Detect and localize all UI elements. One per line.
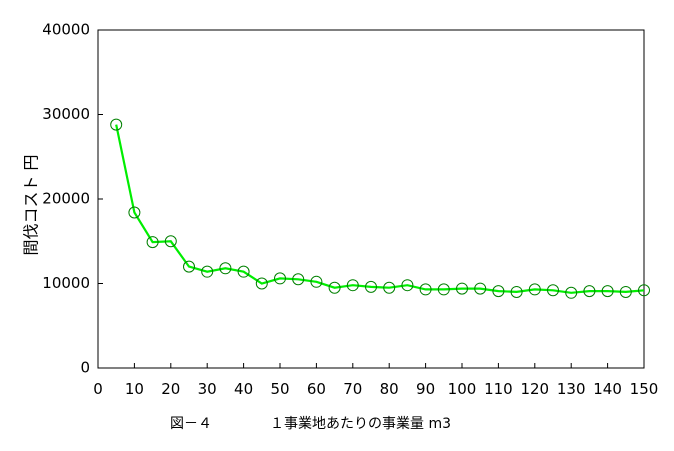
y-tick-label: 10000 [42,274,90,292]
data-point [547,284,559,297]
data-point [419,283,432,296]
data-point [601,285,614,298]
data-point [237,265,250,278]
data-point [638,284,650,297]
data-point [255,277,268,290]
data-point [583,285,596,298]
data-point [492,285,505,298]
x-tick-label: 100 [448,380,477,398]
data-point [328,281,341,294]
x-tick-label: 10 [125,380,144,398]
x-tick-label: 110 [484,380,513,398]
data-point [201,265,214,278]
y-tick-label: 0 [80,359,90,377]
data-point [110,118,123,131]
data-point [164,235,177,248]
data-point [401,279,414,292]
data-point [365,280,377,293]
y-tick-label: 30000 [42,105,90,123]
data-point [437,283,450,296]
data-point [310,275,323,288]
x-tick-label: 20 [161,380,180,398]
x-tick-label: 40 [234,380,253,398]
data-point [346,279,359,292]
data-point [565,286,578,299]
data-point [274,272,286,285]
x-tick-label: 0 [93,380,103,398]
plot-area [97,29,645,369]
data-point [146,236,159,249]
x-tick-label: 130 [557,380,586,398]
data-point [128,206,141,219]
data-point [619,285,632,298]
data-point [219,262,232,275]
figure-caption-number: 図－４ [170,416,212,432]
data-point [456,282,468,295]
data-point [383,281,396,294]
x-axis-ticks: 0 10 20 30 40 50 60 70 80 90 100 110 120 130 140 150 [93,363,658,398]
series-line [115,124,645,294]
x-tick-label: 120 [520,380,549,398]
x-tick-label: 70 [343,380,362,398]
x-tick-label: 140 [593,380,622,398]
series-group [110,118,650,299]
x-tick-label: 150 [630,380,659,398]
data-point [528,283,541,296]
y-tick-label: 20000 [42,190,90,208]
x-tick-label: 50 [270,380,289,398]
data-point [292,273,305,286]
data-point [474,282,487,295]
x-tick-label: 60 [307,380,326,398]
y-tick-label: 40000 [42,21,90,39]
x-tick-label: 90 [416,380,435,398]
x-tick-label: 80 [380,380,399,398]
x-tick-label: 30 [198,380,217,398]
figure-caption-text: １事業地あたりの事業量 m3 [270,416,451,432]
data-point [510,285,523,298]
y-axis-label: 間伐コスト 円 [22,154,41,255]
y-axis-ticks: 0 10000 20000 30000 40000 [42,21,103,377]
data-point [183,260,195,273]
